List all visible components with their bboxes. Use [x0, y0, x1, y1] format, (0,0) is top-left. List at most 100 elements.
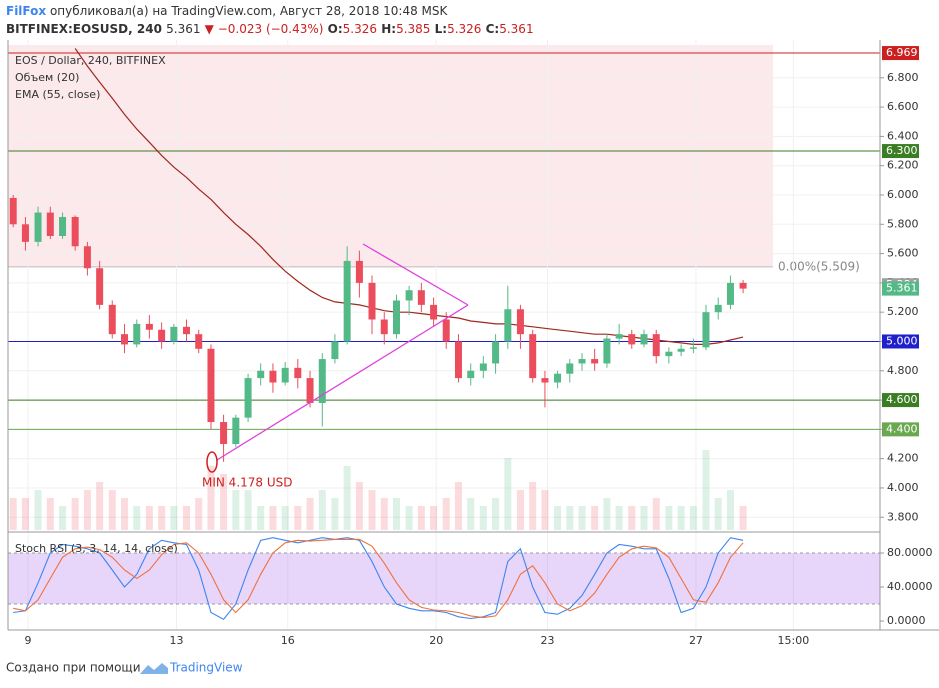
- volume-bar: [615, 506, 623, 530]
- candle-body: [232, 417, 240, 445]
- candle-body: [739, 282, 747, 289]
- legend-entry: EMA (55, close): [15, 88, 100, 101]
- y-tick-label: 3.800: [887, 510, 919, 523]
- volume-bar: [34, 490, 42, 530]
- candle-body: [516, 309, 524, 335]
- y-tick-label: 5.600: [887, 247, 919, 260]
- candle-body: [714, 304, 722, 313]
- volume-bar: [417, 506, 425, 530]
- volume-bar: [244, 490, 252, 530]
- candle-body: [133, 323, 141, 345]
- volume-bar: [430, 506, 438, 530]
- volume-bar: [96, 482, 104, 530]
- candle-body: [34, 212, 42, 242]
- volume-bar: [640, 506, 648, 530]
- triangle-drawing: [362, 243, 469, 306]
- ohlc-key: L:: [435, 22, 447, 36]
- volume-bar: [294, 506, 302, 530]
- level-tag: [882, 144, 919, 159]
- candle-body: [59, 216, 67, 237]
- candle-body: [591, 359, 599, 364]
- y-tick-label: 40.0000: [887, 580, 933, 593]
- candle-body: [652, 334, 660, 357]
- logo: [140, 663, 168, 674]
- x-tick-label: 20: [429, 634, 443, 647]
- author: FilFox: [6, 4, 46, 18]
- candle-body: [269, 370, 277, 383]
- candle-body: [417, 290, 425, 305]
- candle-body: [195, 334, 203, 349]
- volume-bar: [59, 506, 67, 530]
- candle-body: [244, 378, 252, 418]
- volume-bar: [504, 458, 512, 530]
- change: ▼ −0.023 (−0.43%): [205, 22, 324, 36]
- ohlc-key: C:: [486, 22, 500, 36]
- volume-bar: [355, 482, 363, 530]
- candle-body: [689, 347, 697, 349]
- level-tag: [882, 422, 919, 437]
- volume-bar: [306, 498, 314, 530]
- footer-brand[interactable]: TradingView: [169, 661, 243, 675]
- x-tick-label: 16: [281, 634, 295, 647]
- candle-body: [170, 326, 178, 342]
- candle-body: [182, 326, 190, 335]
- level-tag: [882, 334, 919, 349]
- ohlc-value: 5.361: [499, 22, 533, 36]
- volume-bar: [566, 506, 574, 530]
- y-tick-label: 6.000: [887, 188, 919, 201]
- ohlc-key: H:: [381, 22, 396, 36]
- candle-body: [83, 246, 91, 269]
- volume-bar: [578, 506, 586, 530]
- volume-bar: [195, 498, 203, 530]
- volume-bar: [318, 490, 326, 530]
- level-label: 5.000: [886, 334, 918, 347]
- volume-bar: [380, 498, 388, 530]
- volume-bar: [492, 498, 500, 530]
- candle-body: [46, 212, 54, 237]
- volume-bar: [405, 506, 413, 530]
- volume-bar: [702, 450, 710, 530]
- candle-body: [677, 348, 685, 352]
- volume-bar: [281, 506, 289, 530]
- volume-bar: [257, 506, 265, 530]
- x-tick-label: 9: [25, 634, 32, 647]
- volume-bar: [652, 498, 660, 530]
- x-tick-label: 23: [541, 634, 555, 647]
- candle-body: [702, 312, 710, 348]
- x-tick-label: 13: [169, 634, 183, 647]
- volume-bar: [591, 506, 599, 530]
- volume-bar: [516, 490, 524, 530]
- header-line: FilFox опубликовал(а) на TradingView.com…: [6, 4, 449, 18]
- level-label: 4.400: [886, 422, 918, 435]
- y-tick-label: 6.800: [887, 71, 919, 84]
- fib-zone: [8, 45, 773, 267]
- fib-label: 0.00%(5.509): [778, 259, 860, 273]
- volume-bar: [145, 506, 153, 530]
- y-tick-label: 4.800: [887, 364, 919, 377]
- volume-bar: [628, 506, 636, 530]
- stoch-band: [8, 553, 880, 605]
- candle-body: [467, 370, 475, 379]
- candle-body: [554, 373, 562, 383]
- min-marker: [206, 451, 218, 473]
- price-tag-label: 5.361: [886, 282, 918, 295]
- volume-bar: [331, 498, 339, 530]
- price-tag: [882, 281, 919, 296]
- y-tick-label: 6.400: [887, 129, 919, 142]
- y-tick-label: 6.600: [887, 100, 919, 113]
- volume-bar: [677, 506, 685, 530]
- symbol-line: BITFINEX:EOSUSD, 240 5.361 ▼ −0.023 (−0.…: [6, 22, 534, 36]
- candle-body: [442, 319, 450, 342]
- candle-body: [578, 359, 586, 364]
- volume-bar: [529, 482, 537, 530]
- candle-body: [9, 197, 17, 225]
- ohlc-value: 5.326: [447, 22, 481, 36]
- volume-bar: [454, 482, 462, 530]
- candle-body: [96, 268, 104, 305]
- candle-body: [71, 216, 79, 247]
- volume-bar: [46, 498, 54, 530]
- volume-bar: [393, 498, 401, 530]
- candle-body: [430, 304, 438, 320]
- candle-body: [726, 282, 734, 305]
